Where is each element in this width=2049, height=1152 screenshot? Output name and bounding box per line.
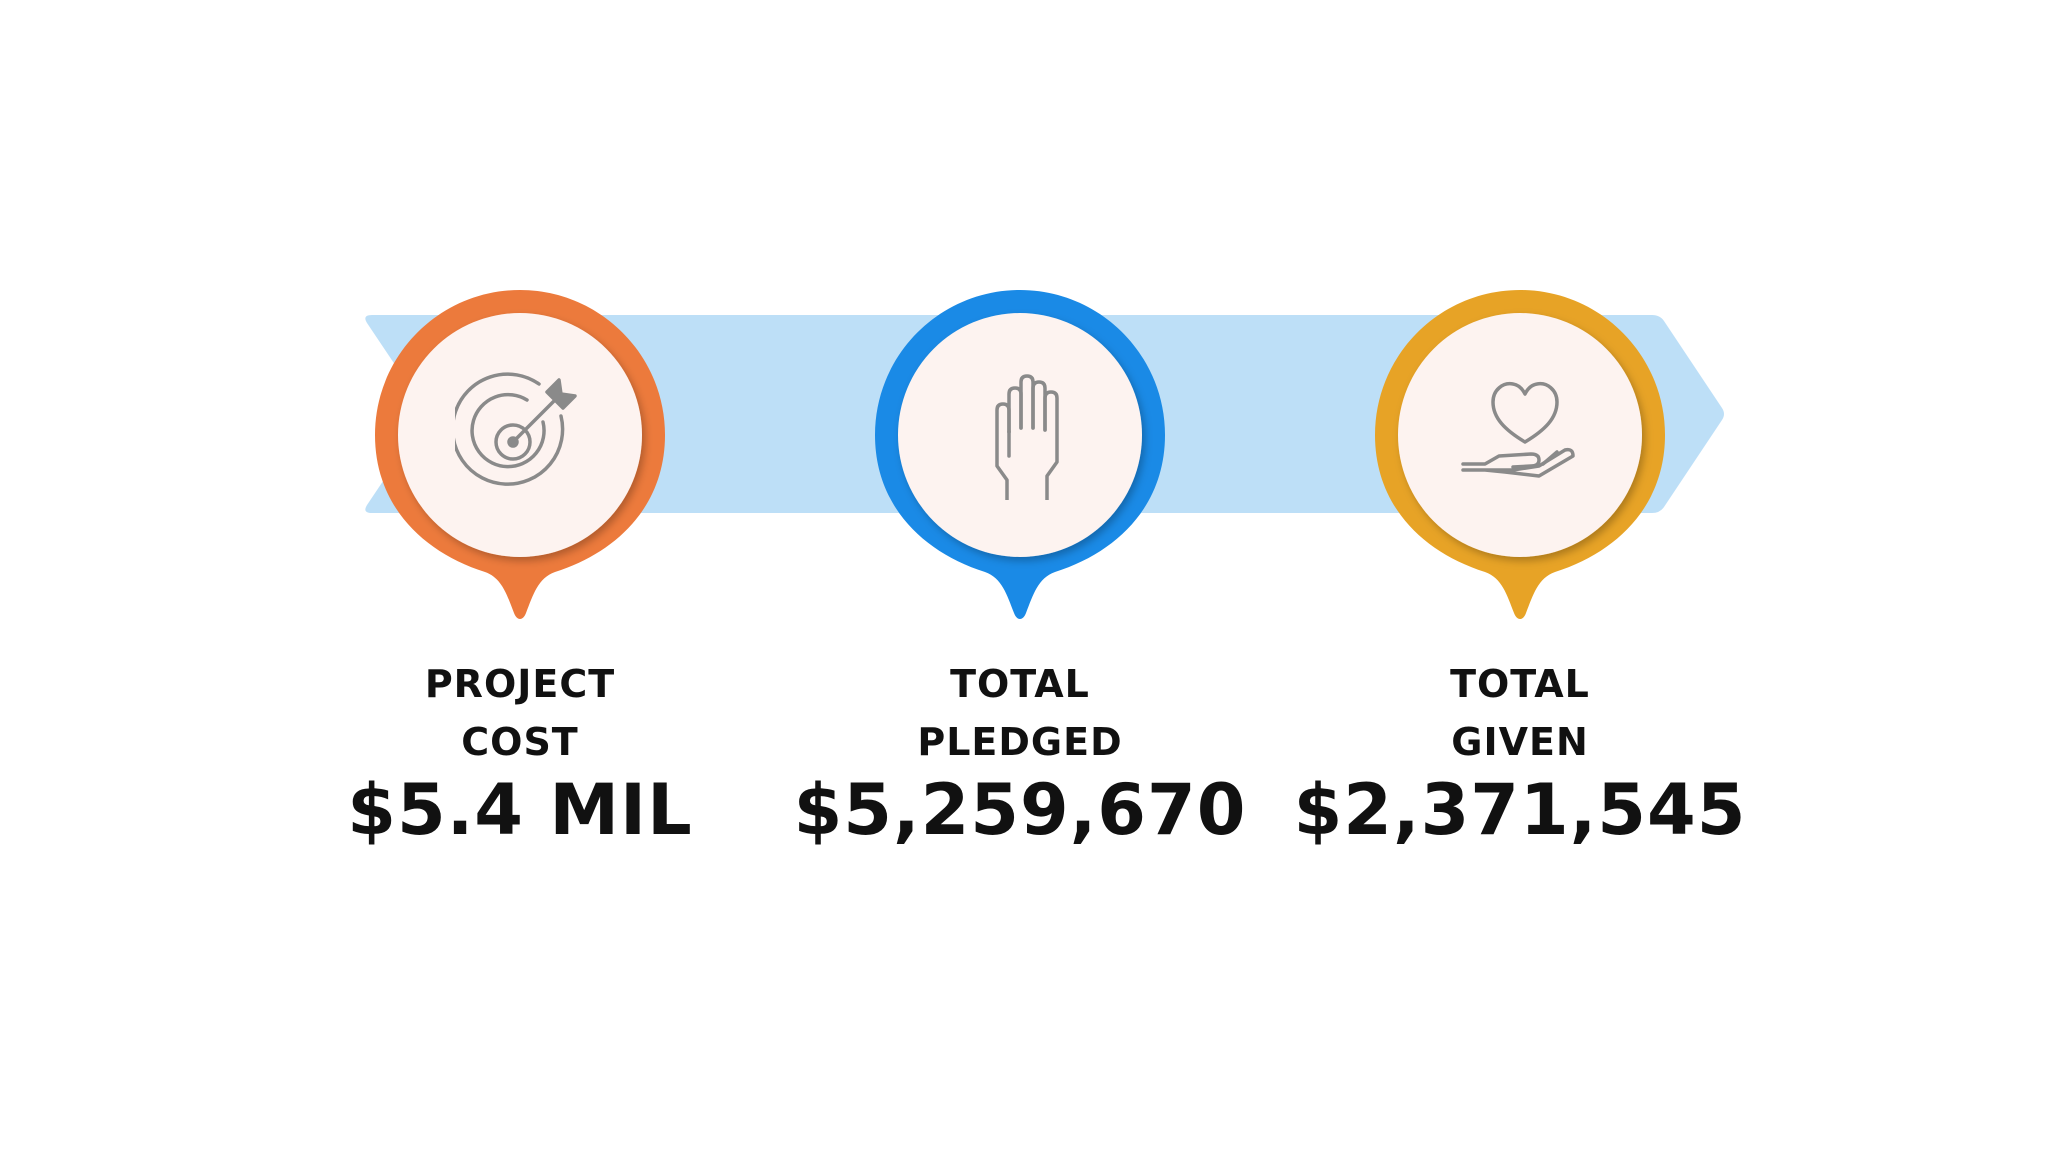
milestone-label-project-cost: PROJECT COST (424, 662, 616, 764)
milestone-label-total-pledged: TOTAL PLEDGED (917, 662, 1123, 764)
milestone-pin-total-pledged (875, 290, 1165, 630)
milestone-label-total-given: TOTAL GIVEN (1450, 662, 1590, 764)
milestone-value-total-pledged: $5,259,670 (793, 769, 1247, 851)
hand-heart-icon (1455, 370, 1585, 500)
milestone-value-project-cost: $5.4 MIL (347, 769, 693, 851)
raised-hand-icon (955, 370, 1085, 500)
milestone-pin-total-given (1375, 290, 1665, 630)
milestone-value-total-given: $2,371,545 (1293, 769, 1747, 851)
target-icon (455, 370, 585, 500)
milestone-pin-project-cost (375, 290, 665, 630)
